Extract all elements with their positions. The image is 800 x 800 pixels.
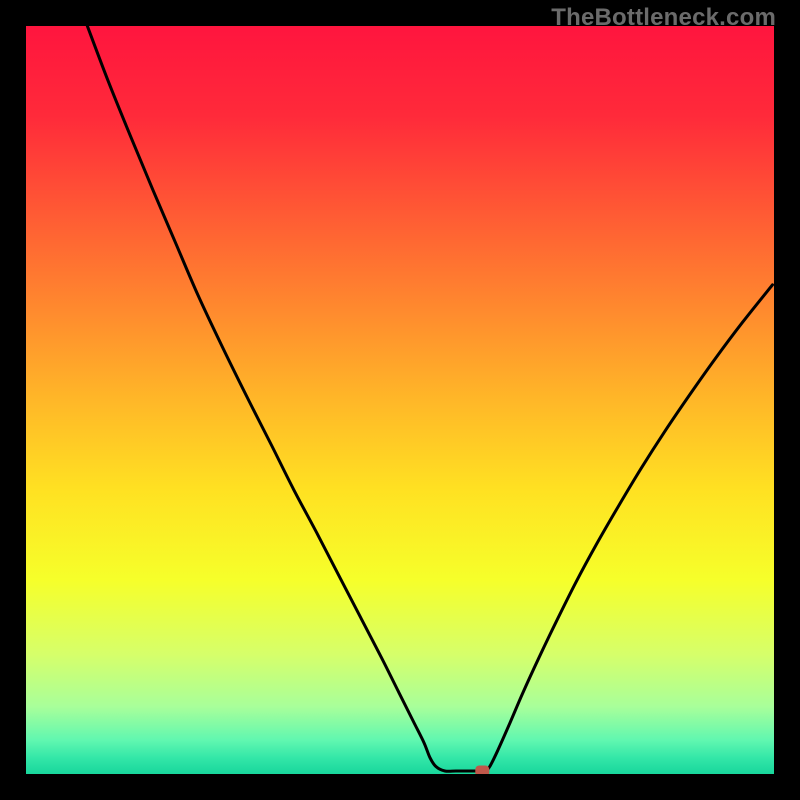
attribution-watermark: TheBottleneck.com bbox=[551, 4, 776, 32]
bottleneck-curve-chart bbox=[0, 0, 800, 800]
chart-container: TheBottleneck.com bbox=[0, 0, 800, 800]
plot-background-gradient bbox=[26, 26, 774, 774]
